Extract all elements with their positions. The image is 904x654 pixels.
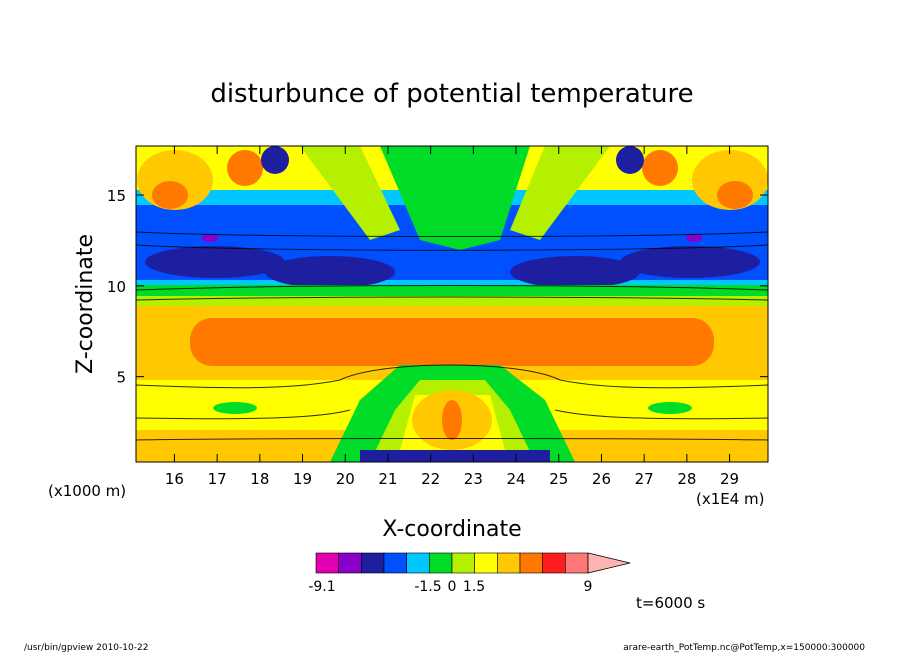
plot-frame bbox=[135, 145, 769, 463]
colorbar-segment bbox=[315, 552, 339, 574]
x-tick-label: 18 bbox=[250, 470, 269, 488]
colorbar-segment bbox=[383, 552, 407, 574]
contour-field bbox=[136, 146, 768, 462]
y-axis: 5 10 15 bbox=[107, 187, 768, 387]
colorbar-end-arrow bbox=[587, 552, 631, 574]
colorbar-segment bbox=[542, 552, 566, 574]
time-label: t=6000 s bbox=[636, 594, 705, 612]
y-tick-label: 10 bbox=[107, 278, 126, 296]
colorbar-tick-label: 0 bbox=[448, 579, 457, 595]
y-tick-label: 5 bbox=[116, 369, 126, 387]
x-tick-label: 21 bbox=[378, 470, 397, 488]
colorbar-tick-labels: -9.1 -1.5 0 1.5 9 bbox=[308, 579, 592, 595]
x-axis-label: X-coordinate bbox=[382, 517, 521, 542]
colorbar-segment bbox=[474, 552, 498, 574]
x-unit-label: (x1E4 m) bbox=[696, 490, 765, 508]
x-tick-label: 19 bbox=[293, 470, 312, 488]
x-tick-label: 26 bbox=[592, 470, 611, 488]
x-tick-label: 27 bbox=[635, 470, 654, 488]
x-tick-label: 23 bbox=[464, 470, 483, 488]
y-axis-label: Z-coordinate bbox=[73, 234, 98, 374]
x-tick-label: 24 bbox=[507, 470, 526, 488]
colorbar-tick-label: -9.1 bbox=[308, 579, 335, 595]
footer-left: /usr/bin/gpview 2010-10-22 bbox=[24, 643, 148, 653]
colorbar-segment bbox=[497, 552, 521, 574]
colorbar-segment bbox=[451, 552, 475, 574]
colorbar-segment bbox=[361, 552, 385, 574]
colorbar-segment bbox=[565, 552, 589, 574]
x-axis: 16 17 18 19 20 21 22 23 24 25 26 27 28 29 bbox=[165, 146, 739, 488]
colorbar-tick-label: 9 bbox=[584, 579, 593, 595]
x-tick-label: 29 bbox=[720, 470, 739, 488]
footer-right: arare-earth_PotTemp.nc@PotTemp,x=150000:… bbox=[623, 643, 865, 653]
colorbar-segment bbox=[429, 552, 453, 574]
colorbar-tick-label: -1.5 bbox=[414, 579, 441, 595]
x-tick-label: 22 bbox=[421, 470, 440, 488]
colorbar-segment bbox=[519, 552, 543, 574]
x-tick-label: 25 bbox=[549, 470, 568, 488]
colorbar-segment bbox=[338, 552, 362, 574]
x-tick-label: 16 bbox=[165, 470, 184, 488]
x-tick-label: 28 bbox=[677, 470, 696, 488]
colorbar bbox=[315, 552, 631, 574]
y-unit-label: (x1000 m) bbox=[48, 482, 126, 500]
y-tick-label: 15 bbox=[107, 187, 126, 205]
x-tick-label: 20 bbox=[336, 470, 355, 488]
colorbar-segment bbox=[406, 552, 430, 574]
chart-title: disturbunce of potential temperature bbox=[210, 79, 693, 109]
x-tick-label: 17 bbox=[208, 470, 227, 488]
colorbar-tick-label: 1.5 bbox=[463, 579, 485, 595]
